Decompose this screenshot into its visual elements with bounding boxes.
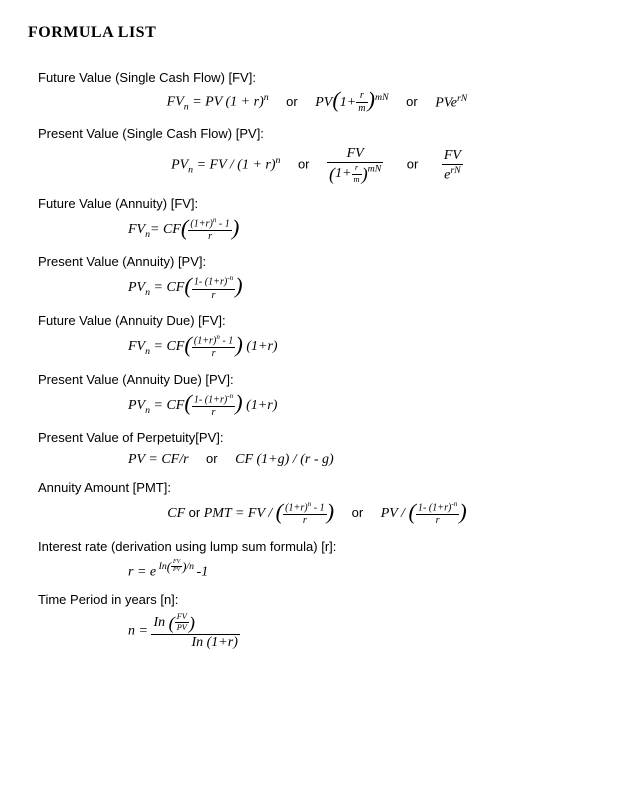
label-time-period: Time Period in years [n]: <box>38 592 606 607</box>
label-pv-single: Present Value (Single Cash Flow) [PV]: <box>38 126 606 141</box>
label-pv-perpetuity: Present Value of Perpetuity[PV]: <box>38 430 606 445</box>
section-interest-rate: Interest rate (derivation using lump sum… <box>28 539 606 580</box>
formula-pv-annuity: PVn = CF( 1- (1+r)-n r ) <box>128 275 606 301</box>
formula-annuity-amount: CF or PMT = FV / ( (1+r)n - 1 r ) or PV … <box>28 501 606 527</box>
section-fv-single: Future Value (Single Cash Flow) [FV]: FV… <box>28 70 606 114</box>
section-fv-annuity: Future Value (Annuity) [FV]: FVn= CF( (1… <box>28 196 606 243</box>
section-pv-perpetuity: Present Value of Perpetuity[PV]: PV = CF… <box>28 430 606 468</box>
formula-fv-annuity-due: FVn = CF( (1+r)n - 1 r ) (1+r) <box>128 334 606 360</box>
label-pv-annuity-due: Present Value (Annuity Due) [PV]: <box>38 372 606 387</box>
page-title: FORMULA LIST <box>28 24 606 42</box>
formula-pv-perpetuity: PV = CF/r or CF (1+g) / (r - g) <box>128 451 606 468</box>
section-fv-annuity-due: Future Value (Annuity Due) [FV]: FVn = C… <box>28 313 606 360</box>
formula-fv-annuity: FVn= CF( (1+r)n - 1 r ) <box>128 217 606 243</box>
formula-interest-rate: r = e In(FVPV)/n -1 <box>128 560 606 580</box>
formula-pv-annuity-due: PVn = CF( 1- (1+r)-n r ) (1+r) <box>128 393 606 419</box>
section-pv-annuity-due: Present Value (Annuity Due) [PV]: PVn = … <box>28 372 606 419</box>
label-annuity-amount: Annuity Amount [PMT]: <box>38 480 606 495</box>
label-pv-annuity: Present Value (Annuity) [PV]: <box>38 254 606 269</box>
label-fv-single: Future Value (Single Cash Flow) [FV]: <box>38 70 606 85</box>
label-fv-annuity-due: Future Value (Annuity Due) [FV]: <box>38 313 606 328</box>
formula-fv-single: FVn = PV (1 + r)n or PV(1+rm)mN or PVerN <box>28 91 606 114</box>
section-annuity-amount: Annuity Amount [PMT]: CF or PMT = FV / (… <box>28 480 606 527</box>
section-pv-annuity: Present Value (Annuity) [PV]: PVn = CF( … <box>28 254 606 301</box>
formula-pv-single: PVn = FV / (1 + r)n or FV (1+rm)mN or FV… <box>28 147 606 184</box>
label-fv-annuity: Future Value (Annuity) [FV]: <box>38 196 606 211</box>
label-interest-rate: Interest rate (derivation using lump sum… <box>38 539 606 554</box>
formula-time-period: n = In (FVPV) In (1+r) <box>128 613 606 650</box>
section-pv-single: Present Value (Single Cash Flow) [PV]: P… <box>28 126 606 184</box>
section-time-period: Time Period in years [n]: n = In (FVPV) … <box>28 592 606 650</box>
